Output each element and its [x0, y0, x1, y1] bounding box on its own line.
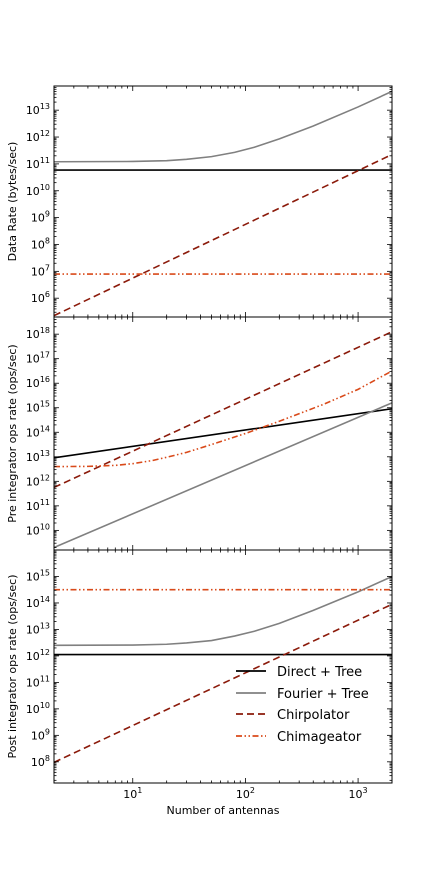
panel-3: 108 109 1010 1011 1012 1013 1014 1015 Post integ…: [6, 549, 393, 784]
legend-label: Fourier + Tree: [277, 687, 369, 702]
series-line-chirpolator: [54, 153, 392, 317]
y-tick-label: 1012: [26, 473, 50, 488]
y-tick-label: 1013: [26, 621, 50, 636]
y-tick-label: 106: [31, 290, 50, 305]
series-group: [54, 90, 392, 317]
y-tick-label: 1015: [26, 568, 50, 583]
panel-2: 1010 1011 1012 1013 1014 1015 1016 1017 1018 Pre …: [6, 316, 393, 551]
series-line-direct-tree: [54, 407, 392, 459]
y-tick-label: 1010: [26, 522, 50, 537]
y-tick-label: 107: [31, 263, 50, 278]
series-line-chirpolator: [54, 330, 392, 489]
series-group: [54, 330, 392, 549]
y-tick-label: 109: [31, 210, 50, 225]
x-axis-label: Number of antennas: [167, 804, 280, 817]
x-tick-label: 103: [349, 786, 368, 801]
y-tick-label: 1014: [26, 595, 50, 610]
chart-panels: 106 107 108 109 1010 1011 1012 1013 Data Rate (b…: [6, 85, 393, 801]
y-axis-label: Pre integrator ops rate (ops/sec): [6, 344, 19, 522]
y-tick-label: 1013: [26, 449, 50, 464]
x-tick-label: 101: [123, 786, 142, 801]
series-line-fourier-tree: [54, 402, 392, 549]
y-tick-label: 1013: [26, 102, 50, 117]
series-line-fourier-tree: [54, 90, 392, 163]
y-tick-label: 109: [31, 727, 50, 742]
y-tick-label: 1011: [26, 156, 50, 171]
legend-label: Chirpolator: [277, 708, 350, 723]
y-tick-label: 1014: [26, 424, 50, 439]
y-tick-label: 108: [31, 236, 50, 251]
x-tick-label: 102: [236, 786, 255, 801]
series-line-chimageator: [54, 370, 392, 468]
legend-label: Direct + Tree: [277, 665, 362, 680]
y-axis-label: Post integrator ops rate (ops/sec): [6, 575, 19, 759]
panel-1: 106 107 108 109 1010 1011 1012 1013 Data Rate (b…: [6, 85, 393, 318]
y-tick-label: 1010: [26, 701, 50, 716]
y-tick-label: 1011: [26, 674, 50, 689]
y-tick-label: 1018: [26, 326, 50, 341]
y-tick-label: 1015: [26, 400, 50, 415]
plot-frame: [53, 85, 393, 318]
y-tick-label: 108: [31, 754, 50, 769]
series-line-chirpolator: [54, 603, 392, 764]
y-tick-label: 1011: [26, 498, 50, 513]
y-tick-label: 1012: [26, 648, 50, 663]
series-group: [54, 575, 392, 764]
legend-label: Chimageator: [277, 730, 362, 745]
y-tick-label: 1017: [26, 351, 50, 366]
y-axis-label: Data Rate (bytes/sec): [6, 142, 19, 262]
y-tick-label: 1016: [26, 375, 50, 390]
y-tick-label: 1010: [26, 183, 50, 198]
y-tick-label: 1012: [26, 129, 50, 144]
legend: Direct + Tree Fourier + Tree Chirpolator Ch…: [236, 665, 369, 745]
series-line-fourier-tree: [54, 575, 392, 647]
